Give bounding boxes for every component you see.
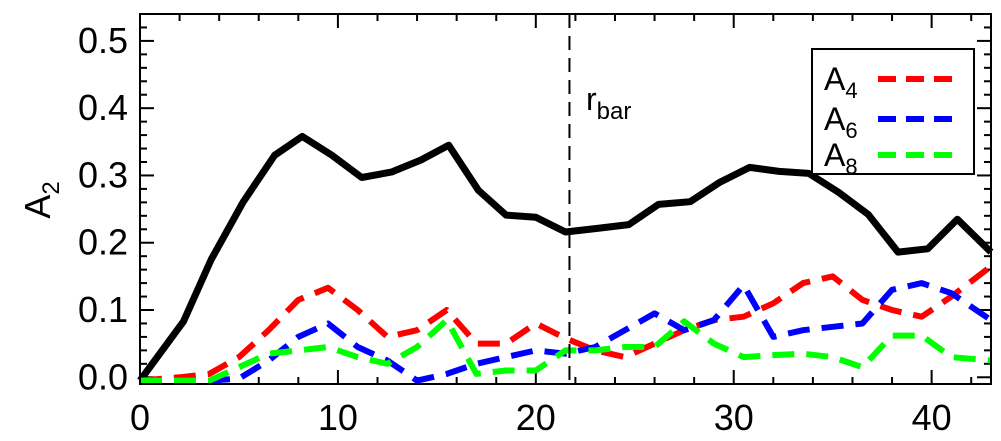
y-tick-label: 0.5 [78, 20, 128, 61]
legend-label-a6-sub: 6 [845, 118, 857, 143]
x-tick-label: 20 [516, 397, 556, 438]
y-axis-title-sub: 2 [38, 181, 65, 194]
series-line-a8 [140, 317, 992, 384]
rbar-annotation: rbar [586, 81, 631, 125]
legend-label-a8-sub: 8 [845, 154, 857, 179]
y-tick-label: 0.0 [78, 356, 128, 397]
x-tick-label: 30 [714, 397, 754, 438]
y-axis-title-main: A [17, 195, 58, 219]
legend-label-a4-sub: 4 [845, 78, 857, 103]
axes-layer: 0 10 20 30 40 0.0 0.1 0.2 0.3 0.4 0.5 [78, 14, 991, 438]
legend-label-a8-main: A [824, 137, 846, 173]
y-tick-label: 0.1 [78, 289, 128, 330]
rbar-annotation-sub: bar [597, 98, 632, 125]
rbar-annotation-main: r [586, 81, 597, 117]
legend: A4 A6 A8 [811, 48, 975, 179]
frame-layer [139, 13, 992, 385]
series-line-a4 [139, 263, 993, 384]
series-layer [137, 132, 994, 384]
legend-label-a8: A8 [824, 137, 858, 179]
plot-frame [139, 13, 992, 385]
y-axis-title: A2 [17, 181, 65, 218]
y-tick-label: 0.4 [78, 87, 128, 128]
legend-label-a4-main: A [824, 61, 846, 97]
legend-label-a6: A6 [824, 101, 858, 143]
series-line-a2 [137, 132, 994, 383]
x-tick-label: 10 [318, 397, 358, 438]
legend-label-a6-main: A [824, 101, 846, 137]
x-tick-label: 40 [912, 397, 952, 438]
y-tick-label: 0.2 [78, 222, 128, 263]
x-tick-label: 0 [130, 397, 150, 438]
y-tick-label: 0.3 [78, 154, 128, 195]
legend-label-a4: A4 [824, 61, 858, 103]
